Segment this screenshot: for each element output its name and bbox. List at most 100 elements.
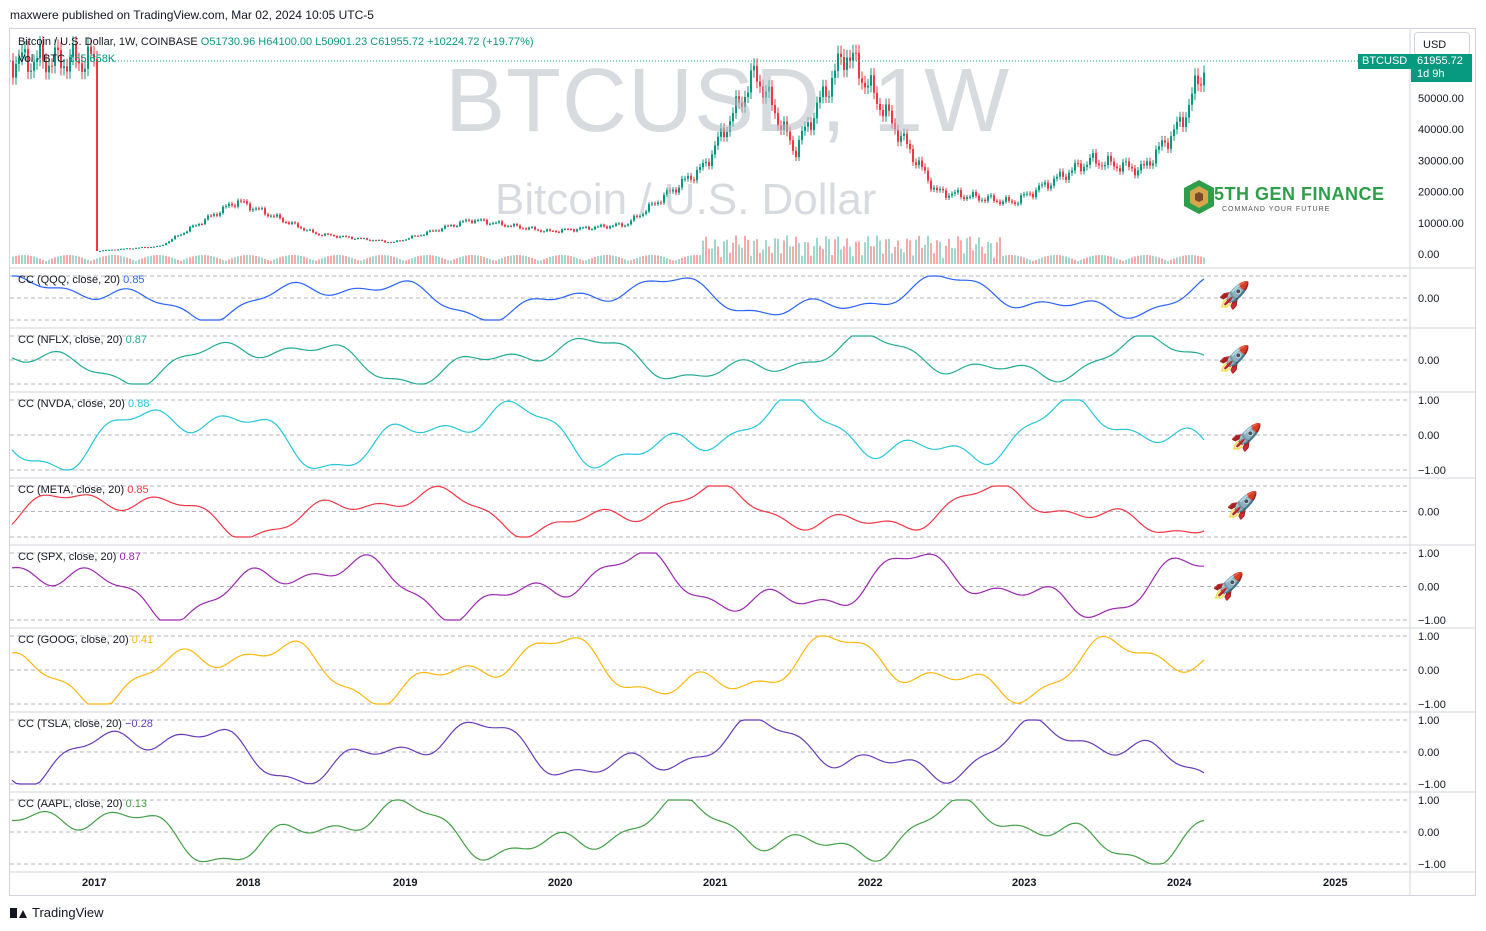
- indicator-legend-aapl[interactable]: CC (AAPL, close, 20) 0.13: [18, 798, 147, 810]
- volume-bar: [390, 256, 392, 264]
- volume-bar: [81, 257, 83, 264]
- candle-body: [1017, 203, 1019, 205]
- candle-body: [735, 96, 737, 114]
- indicator-legend-qqq[interactable]: CC (QQQ, close, 20) 0.85: [18, 274, 145, 286]
- candle-body: [60, 50, 62, 69]
- indicator-tick-label: 0.00: [1418, 293, 1439, 305]
- indicator-line-spx: [11, 552, 1204, 621]
- indicator-legend-nflx[interactable]: CC (NFLX, close, 20) 0.87: [18, 334, 147, 346]
- volume-bar: [687, 256, 689, 264]
- volume-bar: [117, 255, 119, 264]
- indicator-legend-nvda[interactable]: CC (NVDA, close, 20) 0.88: [18, 398, 149, 410]
- candle-body: [951, 193, 953, 196]
- candle-body: [249, 203, 251, 211]
- volume-bar: [807, 242, 809, 264]
- candle-body: [732, 113, 734, 122]
- volume-bar: [180, 260, 182, 264]
- candle-body: [153, 246, 155, 248]
- candle-body: [30, 70, 32, 72]
- volume-bar: [42, 259, 44, 264]
- volume-bar: [528, 256, 530, 264]
- volume-bar: [453, 259, 455, 264]
- indicator-legend-meta[interactable]: CC (META, close, 20) 0.85: [18, 484, 149, 496]
- candle-body: [921, 160, 923, 167]
- candle-body: [159, 245, 161, 247]
- candle-body: [726, 131, 728, 138]
- volume-legend[interactable]: Vol · BTC 165.658K: [18, 53, 115, 65]
- volume-bar: [477, 255, 479, 264]
- candle-body: [420, 235, 422, 237]
- volume-bar: [192, 256, 194, 264]
- volume-bar: [24, 255, 26, 264]
- candle-body: [750, 70, 752, 93]
- volume-bar: [366, 258, 368, 264]
- candle-body: [1050, 185, 1052, 189]
- volume-bar: [717, 246, 719, 264]
- indicator-tick-label: 0.00: [1418, 747, 1439, 759]
- volume-bar: [480, 256, 482, 264]
- volume-bar: [483, 256, 485, 264]
- volume-bar: [297, 255, 299, 264]
- volume-bar: [669, 259, 671, 264]
- candle-body: [162, 244, 164, 246]
- indicator-tick-label: 1.00: [1418, 795, 1439, 807]
- candle-body: [273, 215, 275, 217]
- indicator-legend-value: 0.87: [125, 334, 148, 346]
- candle-body: [1113, 161, 1115, 167]
- volume-bar: [696, 255, 698, 264]
- volume-bar: [501, 258, 503, 264]
- volume-bar: [582, 260, 584, 264]
- volume-bar: [1122, 260, 1124, 264]
- candle-body: [321, 235, 323, 237]
- candle-body: [426, 231, 428, 235]
- volume-bar: [837, 236, 839, 264]
- volume-bar: [912, 255, 914, 264]
- volume-bar: [1128, 258, 1130, 264]
- candle-body: [687, 175, 689, 179]
- indicator-legend-label: CC (SPX, close, 20): [18, 551, 120, 563]
- candle-body: [264, 208, 266, 215]
- volume-bar: [513, 255, 515, 264]
- volume-bar: [813, 245, 815, 264]
- candle-body: [840, 53, 842, 57]
- candle-body: [780, 125, 782, 130]
- indicator-legend-goog[interactable]: CC (GOOG, close, 20) 0.41: [18, 634, 153, 646]
- candle-body: [24, 49, 26, 53]
- candle-body: [993, 195, 995, 201]
- volume-bar: [936, 240, 938, 264]
- volume-bar: [216, 257, 218, 264]
- candle-body: [594, 226, 596, 230]
- volume-bar: [885, 239, 887, 264]
- indicator-legend-spx[interactable]: CC (SPX, close, 20) 0.87: [18, 551, 141, 563]
- candle-body: [720, 128, 722, 137]
- volume-bar: [387, 255, 389, 264]
- candle-body: [633, 215, 635, 221]
- volume-bar: [990, 243, 992, 264]
- candle-body: [117, 249, 119, 251]
- candle-body: [543, 231, 545, 233]
- volume-bar: [591, 257, 593, 264]
- indicator-legend-tsla[interactable]: CC (TSLA, close, 20) −0.28: [18, 718, 153, 730]
- candle-body: [1032, 193, 1034, 198]
- volume-bar: [141, 258, 143, 264]
- volume-bar: [1113, 257, 1115, 264]
- volume-bar: [1008, 255, 1010, 264]
- candle-body: [1122, 162, 1124, 172]
- main-legend[interactable]: Bitcoin / U.S. Dollar, 1W, COINBASE O517…: [18, 36, 534, 48]
- time-axis-label: 2018: [236, 877, 260, 889]
- footer[interactable]: TradingView: [10, 905, 104, 920]
- candle-body: [192, 225, 194, 227]
- candle-body: [972, 192, 974, 197]
- volume-bar: [27, 255, 29, 264]
- volume-bar: [162, 255, 164, 264]
- candle-body: [795, 150, 797, 158]
- volume-bar: [699, 255, 701, 264]
- indicator-tick-label: −1.00: [1418, 779, 1446, 791]
- volume-bar: [246, 255, 248, 264]
- volume-bar: [693, 255, 695, 264]
- currency-button[interactable]: USD: [1414, 32, 1470, 56]
- volume-bar: [777, 238, 779, 264]
- candle-body: [963, 197, 965, 199]
- indicator-legend-label: CC (TSLA, close, 20): [18, 718, 125, 730]
